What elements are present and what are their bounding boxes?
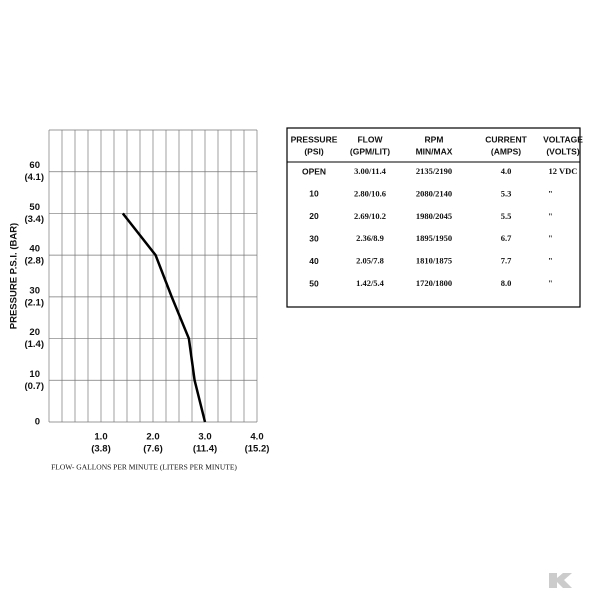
table-cell: 50 [309, 278, 319, 288]
x-tick-sublabel: (3.8) [91, 444, 111, 455]
y-tick-label: 30 [29, 285, 40, 296]
x-tick-label: 3.0 [198, 432, 211, 443]
table-cell: 8.0 [501, 278, 512, 288]
table-header: (GPM/LIT) [350, 146, 390, 156]
x-tick-sublabel: (11.4) [193, 444, 217, 455]
y-tick-sublabel: (2.8) [24, 256, 44, 267]
y-tick-label: 40 [29, 244, 40, 255]
table-cell: 4.0 [501, 166, 512, 176]
y-axis-label: PRESSURE P.S.I. (BAR) [9, 223, 20, 329]
table-header: (VOLTS) [546, 146, 580, 156]
table-cell: 2135/2190 [416, 166, 452, 176]
table-header: (PSI) [304, 146, 324, 156]
y-tick-sublabel: (0.7) [24, 381, 44, 392]
curve [121, 212, 207, 423]
table-header: PRESSURE [291, 134, 338, 144]
y-tick-label: 20 [29, 327, 40, 338]
table-frame [286, 127, 581, 308]
table-cell: 10 [309, 189, 319, 199]
table-cell: OPEN [302, 166, 326, 176]
table-cell: 30 [309, 233, 319, 243]
table-cell: 2.69/10.2 [354, 211, 386, 221]
table-cell: 40 [309, 256, 319, 266]
x-tick-sublabel: (7.6) [143, 444, 163, 455]
table-cell: 5.5 [501, 211, 512, 221]
table-header: RPM [425, 134, 444, 144]
y-tick-label: 10 [29, 369, 40, 380]
table-cell: 6.7 [501, 233, 512, 243]
table-header: VOLTAGE [543, 134, 583, 144]
table-cell: 2.36/8.9 [356, 233, 384, 243]
y-tick-sublabel: (2.1) [24, 297, 44, 308]
table-cell: 2.80/10.6 [354, 188, 386, 198]
x-tick-label: 4.0 [250, 432, 263, 443]
table-cell: " [548, 278, 553, 288]
table-header: (AMPS) [491, 146, 521, 156]
table-cell: 1980/2045 [416, 211, 452, 221]
y-tick-sublabel: (4.1) [24, 172, 44, 183]
table-cell: 5.3 [501, 188, 512, 198]
table-cell: 1810/1875 [416, 256, 452, 266]
y-tick-label: 50 [29, 202, 40, 213]
y-tick-label: 60 [29, 160, 40, 171]
table-cell: " [548, 188, 553, 198]
table-header: FLOW [357, 134, 383, 144]
table-cell: 1.42/5.4 [356, 278, 385, 288]
x-axis-label: FLOW- GALLONS PER MINUTE (LITERS PER MIN… [51, 463, 237, 472]
table-cell: 3.00/11.4 [354, 166, 386, 176]
table-cell: " [548, 256, 553, 266]
table-cell: 12 VDC [549, 166, 578, 176]
x-tick-label: 1.0 [94, 432, 107, 443]
table-cell: " [548, 211, 553, 221]
table-cell: " [548, 233, 553, 243]
y-tick-label: 0 [35, 417, 40, 428]
y-tick-sublabel: (1.4) [24, 339, 44, 350]
table-header: MIN/MAX [416, 146, 453, 156]
x-tick-label: 2.0 [146, 432, 159, 443]
y-tick-sublabel: (3.4) [24, 214, 44, 225]
table-cell: 20 [309, 211, 319, 221]
table-header: CURRENT [485, 134, 527, 144]
table-cell: 2080/2140 [416, 188, 452, 198]
table-cell: 1720/1800 [416, 278, 452, 288]
logo [549, 573, 572, 588]
table-cell: 2.05/7.8 [356, 256, 384, 266]
table-cell: 7.7 [501, 256, 512, 266]
x-tick-sublabel: (15.2) [245, 444, 270, 455]
table-cell: 1895/1950 [416, 233, 452, 243]
